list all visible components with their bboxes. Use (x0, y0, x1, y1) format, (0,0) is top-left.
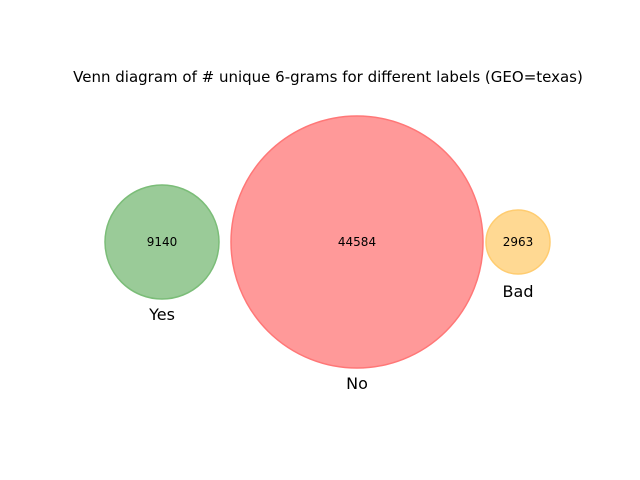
set-count-yes: 9140 (147, 235, 178, 249)
set-label-yes: Yes (148, 305, 175, 324)
set-count-bad: 2963 (503, 235, 534, 249)
diagram-title: Venn diagram of # unique 6-grams for dif… (73, 68, 583, 86)
set-label-bad: Bad (503, 282, 534, 301)
set-label-no: No (346, 374, 368, 393)
set-circle-yes (104, 184, 220, 300)
set-circle-bad (485, 209, 551, 275)
set-count-no: 44584 (338, 235, 376, 249)
set-circle-no (230, 115, 484, 369)
